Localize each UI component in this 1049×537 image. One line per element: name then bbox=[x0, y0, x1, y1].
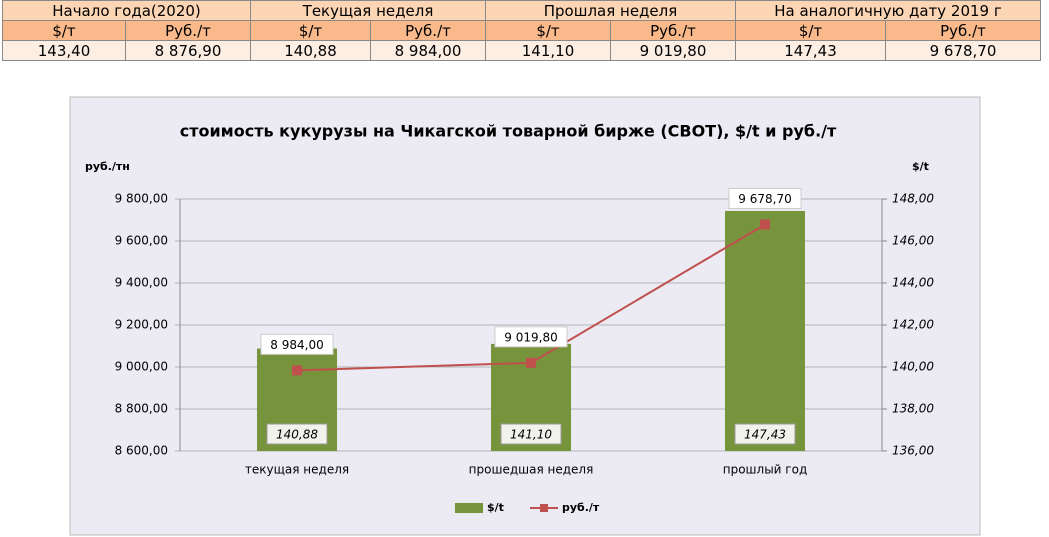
unit-row: $/т Руб./т $/т Руб./т $/т Руб./т $/т Руб./т bbox=[2, 20, 1041, 41]
bar-label-box bbox=[734, 423, 796, 445]
line-label-box bbox=[728, 187, 802, 209]
bar-label-box bbox=[500, 423, 562, 445]
y-tick-label: 8 600,00 bbox=[115, 444, 168, 458]
y2-axis-label: $/t bbox=[912, 160, 929, 173]
bar-value-label: 140,88 bbox=[276, 428, 318, 442]
y-tick-label: 9 600,00 bbox=[115, 234, 168, 248]
bar-value-label: 147,43 bbox=[744, 428, 786, 442]
legend-swatch bbox=[455, 503, 483, 513]
unit-header: $/т bbox=[2, 20, 126, 41]
unit-header: $/т bbox=[250, 20, 371, 41]
table-value: 9 019,80 bbox=[610, 40, 736, 61]
y2-tick-label: 136,00 bbox=[892, 444, 934, 458]
line-marker bbox=[526, 357, 536, 368]
bar-value-label: 141,10 bbox=[510, 428, 552, 442]
y-tick-label: 9 200,00 bbox=[115, 318, 168, 332]
legend-label: руб./т bbox=[562, 501, 600, 514]
table-value: 8 876,90 bbox=[125, 40, 251, 61]
bar-label-box bbox=[266, 423, 328, 445]
legend-swatch bbox=[540, 504, 548, 512]
y2-tick-label: 138,00 bbox=[892, 402, 934, 416]
line-label-box bbox=[494, 326, 568, 348]
y2-tick-label: 140,00 bbox=[892, 360, 934, 374]
chart-title: стоимость кукурузы на Чикагской товарной… bbox=[180, 122, 837, 141]
line-marker bbox=[292, 365, 302, 376]
table-value: 143,40 bbox=[2, 40, 126, 61]
line-marker bbox=[760, 219, 770, 230]
table-value: 9 678,70 bbox=[885, 40, 1041, 61]
x-tick-label: прошедшая неделя bbox=[469, 463, 594, 477]
unit-header: Руб./т bbox=[125, 20, 251, 41]
y-tick-label: 9 800,00 bbox=[115, 192, 168, 206]
y-tick-label: 9 000,00 bbox=[115, 360, 168, 374]
line-value-label: 8 984,00 bbox=[270, 338, 323, 352]
y2-tick-label: 142,00 bbox=[892, 318, 934, 332]
y-tick-label: 9 400,00 bbox=[115, 276, 168, 290]
unit-header: $/т bbox=[485, 20, 611, 41]
group-header: Начало года(2020) bbox=[2, 0, 251, 21]
x-tick-label: прошлый год bbox=[723, 463, 808, 477]
table-value: 8 984,00 bbox=[370, 40, 486, 61]
price-table: Начало года(2020) Текущая неделя Прошлая н… bbox=[2, 0, 1041, 61]
y2-tick-label: 148,00 bbox=[892, 192, 934, 206]
value-row: 143,40 8 876,90 140,88 8 984,00 141,10 9 019,… bbox=[2, 40, 1041, 61]
legend-label: $/t bbox=[487, 501, 504, 514]
line-value-label: 9 019,80 bbox=[504, 330, 557, 344]
line-label-box bbox=[260, 333, 334, 355]
group-row: Начало года(2020) Текущая неделя Прошлая н… bbox=[2, 0, 1041, 21]
table-value: 147,43 bbox=[735, 40, 886, 61]
table-value: 141,10 bbox=[485, 40, 611, 61]
x-tick-label: текущая неделя bbox=[245, 463, 349, 477]
y-axis-label: руб./тн bbox=[85, 160, 130, 173]
group-header: Прошлая неделя bbox=[485, 0, 736, 21]
unit-header: $/т bbox=[735, 20, 886, 41]
bar bbox=[725, 210, 805, 451]
table-value: 140,88 bbox=[250, 40, 371, 61]
y-tick-label: 8 800,00 bbox=[115, 402, 168, 416]
y2-tick-label: 146,00 bbox=[892, 234, 934, 248]
group-header: Текущая неделя bbox=[250, 0, 486, 21]
chart-area bbox=[69, 96, 981, 536]
y2-tick-label: 144,00 bbox=[892, 276, 934, 290]
line-value-label: 9 678,70 bbox=[738, 192, 791, 206]
